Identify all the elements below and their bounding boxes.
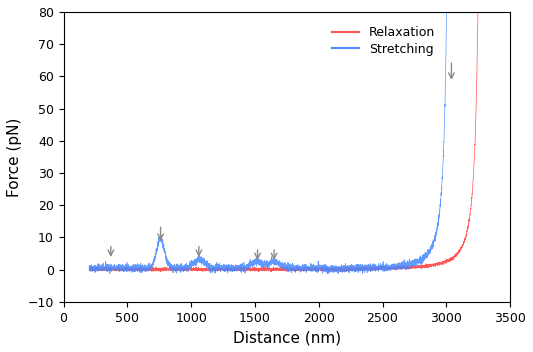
X-axis label: Distance (nm): Distance (nm) xyxy=(233,330,341,345)
Y-axis label: Force (pN): Force (pN) xyxy=(7,117,22,196)
Legend: Relaxation, Stretching: Relaxation, Stretching xyxy=(327,21,440,61)
